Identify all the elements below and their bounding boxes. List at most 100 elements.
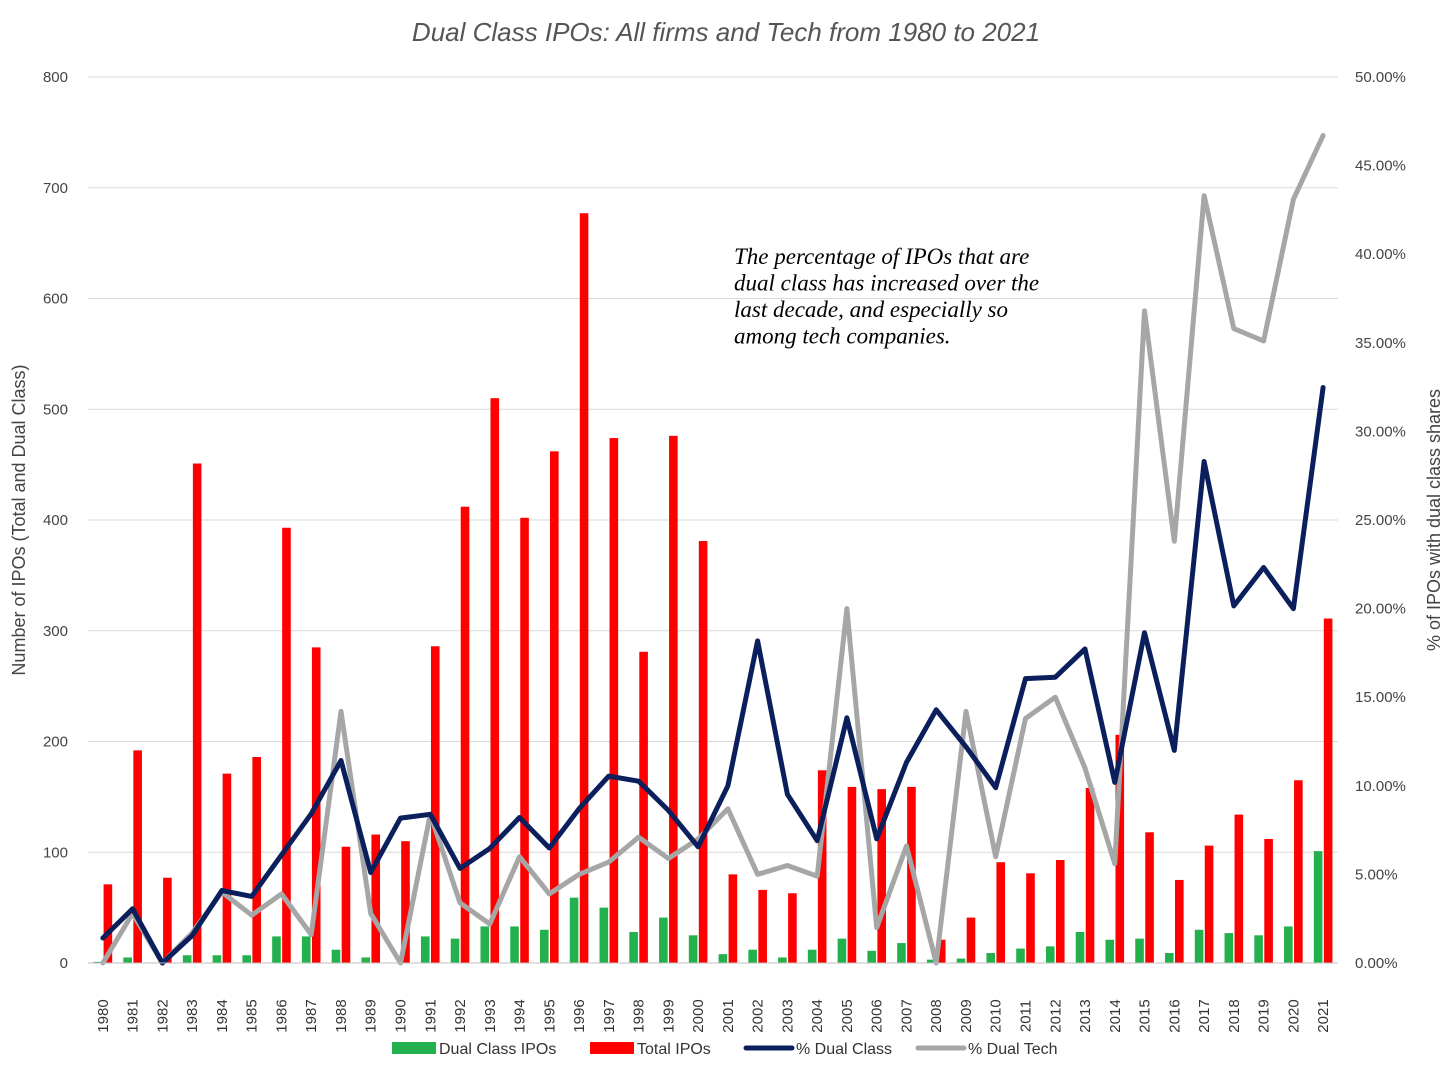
x-tick-label: 1990	[393, 999, 410, 1032]
bar-dual-class	[123, 957, 132, 963]
x-tick-label: 2010	[988, 999, 1005, 1032]
x-tick-label: 1994	[512, 999, 529, 1032]
bar-total-ipos	[550, 451, 559, 963]
bar-total-ipos	[1264, 838, 1273, 963]
bar-total-ipos	[669, 435, 678, 964]
x-tick-label: 2000	[690, 999, 707, 1032]
bar-total-ipos	[1323, 618, 1333, 963]
x-tick-label: 1993	[482, 999, 499, 1032]
y2-tick-label: 45.00%	[1355, 158, 1406, 175]
x-tick-label: 2004	[809, 999, 826, 1032]
bar-dual-class	[837, 938, 847, 963]
bar-total-ipos	[1204, 845, 1214, 963]
left-axis-label: Number of IPOs (Total and Dual Class)	[9, 364, 29, 675]
x-tick-label: 2011	[1018, 1000, 1035, 1032]
x-tick-label: 1998	[631, 999, 648, 1032]
bar-total-ipos	[579, 213, 589, 963]
bar-dual-class	[629, 931, 638, 963]
bar-dual-class	[926, 959, 936, 963]
x-tick-label: 1981	[125, 999, 142, 1032]
right-axis-label: % of IPOs with dual class shares	[1424, 389, 1444, 651]
y-tick-label: 500	[43, 401, 68, 418]
bar-dual-class	[956, 958, 966, 963]
x-tick-label: 2013	[1077, 999, 1094, 1032]
legend-swatch-total-ipos	[590, 1042, 634, 1054]
bar-total-ipos	[490, 398, 500, 963]
bar-total-ipos	[222, 773, 232, 963]
bar-dual-class	[420, 936, 430, 963]
x-tick-label: 2012	[1047, 999, 1064, 1032]
bar-total-ipos	[788, 893, 797, 963]
lines	[100, 133, 1326, 966]
x-tick-label: 2020	[1285, 999, 1302, 1032]
x-tick-label: 1984	[214, 999, 231, 1032]
bar-total-ipos	[758, 889, 767, 963]
bar-total-ipos	[1234, 814, 1244, 963]
bar-dual-class	[331, 949, 341, 963]
bar-dual-class	[450, 938, 460, 963]
x-tick-label: 2015	[1137, 999, 1154, 1032]
bar-total-ipos	[996, 862, 1006, 963]
x-tick-label: 1988	[333, 999, 350, 1032]
bar-total-ipos	[1085, 788, 1095, 963]
bar-dual-class	[242, 955, 251, 963]
legend-swatch-dual-class-ipos	[392, 1042, 436, 1054]
bar-dual-class	[867, 950, 876, 963]
bar-total-ipos	[1294, 780, 1303, 963]
bar-dual-class	[480, 926, 490, 963]
bar-total-ipos	[877, 789, 886, 963]
y-tick-label: 200	[43, 734, 68, 751]
x-tick-label: 2016	[1166, 999, 1183, 1032]
line-dual-tech	[100, 133, 1326, 966]
bar-dual-class	[510, 926, 519, 963]
x-axis-ticks: 1980 1981 1982 1983 1984 1985 1986 1987 1988 1989…	[95, 999, 1332, 1032]
bar-dual-class	[361, 957, 371, 963]
y-tick-label: 100	[43, 844, 68, 861]
y-tick-label: 300	[43, 623, 68, 640]
y-tick-label: 800	[43, 69, 68, 86]
y-tick-label: 400	[43, 512, 68, 529]
bar-total-ipos	[282, 527, 291, 963]
bar-total-ipos	[520, 517, 529, 963]
bar-total-ipos	[103, 884, 113, 963]
legend-label-dual-class: % Dual Class	[796, 1041, 892, 1058]
x-tick-label: 2001	[720, 999, 737, 1032]
bar-dual-class	[301, 936, 311, 963]
x-tick-label: 1986	[273, 999, 290, 1032]
x-tick-label: 2008	[928, 999, 945, 1032]
gridlines	[88, 76, 1338, 964]
bar-dual-class	[599, 907, 609, 963]
bar-dual-class	[986, 953, 996, 963]
bar-dual-class	[659, 917, 668, 963]
y2-tick-label: 5.00%	[1355, 866, 1398, 883]
legend-label-total-ipos: Total IPOs	[637, 1041, 711, 1058]
bar-total-ipos	[847, 786, 857, 963]
bar-dual-class	[748, 949, 757, 963]
bar-dual-class	[182, 955, 192, 963]
bar-total-ipos	[192, 463, 202, 963]
bar-total-ipos	[341, 846, 351, 963]
x-tick-label: 1980	[95, 999, 112, 1032]
x-tick-label: 1987	[303, 999, 320, 1032]
bar-total-ipos	[728, 874, 738, 963]
x-tick-label: 2018	[1226, 999, 1243, 1032]
bar-total-ipos	[639, 651, 648, 963]
right-axis-ticks: 0.00% 5.00% 10.00% 15.00% 20.00% 25.00% 30.00%…	[1355, 69, 1406, 972]
bar-dual-class	[897, 943, 906, 963]
line-dual-class	[100, 385, 1326, 966]
bar-total-ipos	[936, 939, 946, 963]
x-tick-label: 1982	[154, 999, 171, 1032]
legend-label-dual-class-ipos: Dual Class IPOs	[439, 1041, 556, 1058]
y2-tick-label: 15.00%	[1355, 689, 1406, 706]
x-tick-label: 2021	[1315, 999, 1332, 1032]
x-tick-label: 2006	[869, 999, 886, 1032]
bar-total-ipos	[252, 757, 261, 963]
y2-tick-label: 35.00%	[1355, 335, 1406, 352]
bar-dual-class	[1016, 948, 1025, 963]
annotation-line: last decade, and especially so	[734, 297, 1008, 322]
bar-dual-class	[1105, 939, 1115, 963]
bar-dual-class	[1165, 953, 1174, 963]
y-tick-label: 600	[43, 291, 68, 308]
bar-dual-class	[1224, 933, 1234, 963]
bar-dual-class	[688, 935, 698, 963]
